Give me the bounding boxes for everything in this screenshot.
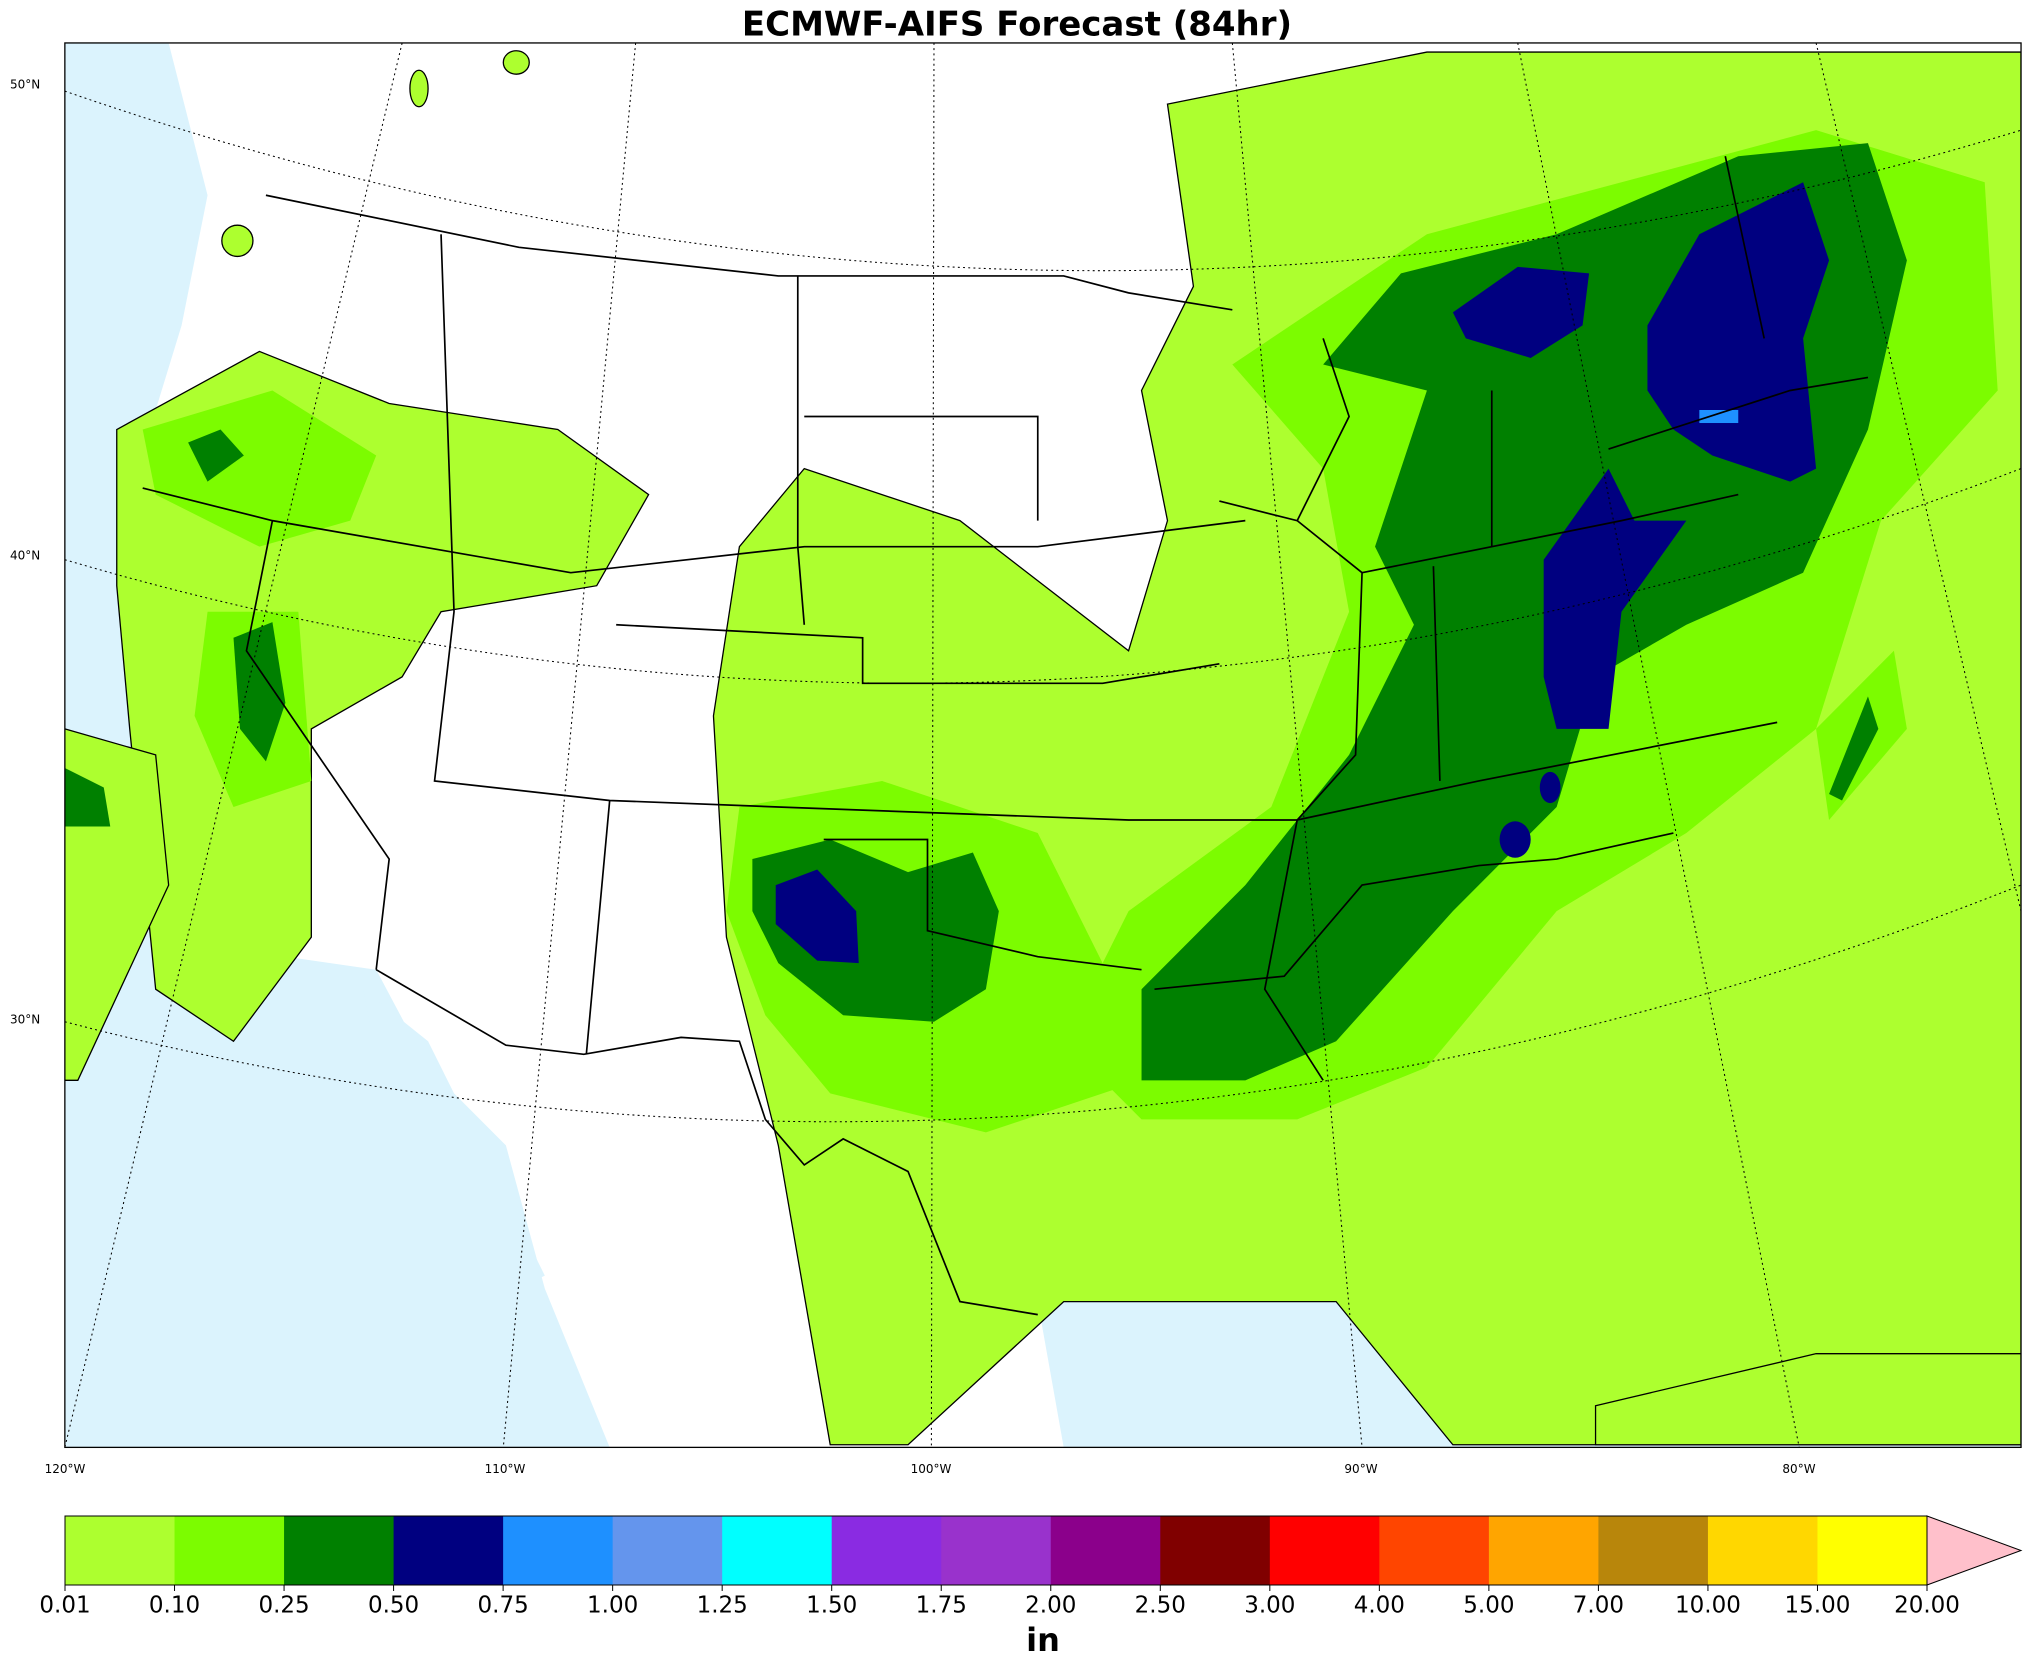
lon-label: 110°W	[485, 1462, 526, 1476]
colorbar: 0.01 0.10 0.25 0.50 0.75 1.00 1.25 1.50 1.75 2.00…	[39, 1515, 2023, 1619]
lon-label: 100°W	[911, 1462, 952, 1476]
lon-labels: 120°W 110°W 100°W 90°W 80°W	[45, 1462, 1816, 1476]
pacific	[64, 42, 610, 1448]
lon-label: 120°W	[45, 1462, 86, 1476]
colorbar-tick-label: 1.00	[587, 1593, 638, 1619]
lat-labels: 50°N 40°N 30°N	[10, 78, 40, 1027]
colorbar-tick-label: 15.00	[1785, 1593, 1851, 1619]
colorbar-tick-label: 4.00	[1354, 1593, 1405, 1619]
colorbar-segment	[612, 1516, 723, 1585]
colorbar-tick-label: 5.00	[1463, 1593, 1514, 1619]
colorbar-segment	[941, 1516, 1052, 1585]
colorbar-segment	[393, 1516, 504, 1585]
gulf-of-california	[363, 989, 545, 1302]
precip-0.50	[775, 182, 1830, 964]
colorbar-extend	[1926, 1515, 2023, 1586]
colorbar-segment	[831, 1516, 942, 1585]
colorbar-segment	[1379, 1516, 1490, 1585]
colorbar-tick-label: 0.10	[149, 1593, 200, 1619]
lon-label: 80°W	[1782, 1462, 1815, 1476]
colorbar-segment	[65, 1516, 176, 1585]
precip-0.75	[1699, 410, 1739, 424]
colorbar-segment	[1488, 1516, 1599, 1585]
colorbar-segment	[1050, 1516, 1161, 1585]
colorbar-tick-label: 0.50	[368, 1593, 419, 1619]
colorbar-segment	[1160, 1516, 1271, 1585]
colorbar-segment	[1817, 1516, 1928, 1585]
lat-label: 30°N	[10, 1013, 40, 1027]
colorbar-tick-label: 0.75	[478, 1593, 529, 1619]
title: ECMWF-AIFS Forecast (84hr)	[742, 5, 1292, 45]
colorbar-segment	[503, 1516, 614, 1585]
lat-label: 50°N	[10, 78, 40, 92]
colorbar-segment	[1598, 1516, 1709, 1585]
colorbar-segment	[1269, 1516, 1380, 1585]
colorbar-segment	[284, 1516, 395, 1585]
colorbar-tick-label: 1.75	[916, 1593, 967, 1619]
colorbar-tick-label: 7.00	[1573, 1593, 1624, 1619]
colorbar-tick-label: 2.50	[1135, 1593, 1186, 1619]
colorbar-tick-label: 1.25	[697, 1593, 748, 1619]
colorbar-tick-label: 3.00	[1244, 1593, 1295, 1619]
colorbar-segment	[1707, 1516, 1818, 1585]
lon-label: 90°W	[1344, 1462, 1377, 1476]
colorbar-label: in	[1026, 1621, 1060, 1659]
colorbar-frame	[64, 1515, 1928, 1586]
colorbar-tick-label: 10.00	[1675, 1593, 1741, 1619]
colorbar-tick-label: 1.50	[806, 1593, 857, 1619]
colorbar-tick-label: 0.01	[39, 1593, 90, 1619]
colorbar-tick-label: 2.00	[1025, 1593, 1076, 1619]
map	[64, 42, 2022, 1449]
colorbar-tick-label: 0.25	[258, 1593, 309, 1619]
colorbar-segment	[174, 1516, 285, 1585]
colorbar-tick-label: 20.00	[1894, 1593, 1960, 1619]
graticule	[64, 42, 2022, 1448]
map-frame	[64, 42, 2022, 1449]
colorbar-segment	[722, 1516, 833, 1585]
lat-label: 40°N	[10, 549, 40, 563]
